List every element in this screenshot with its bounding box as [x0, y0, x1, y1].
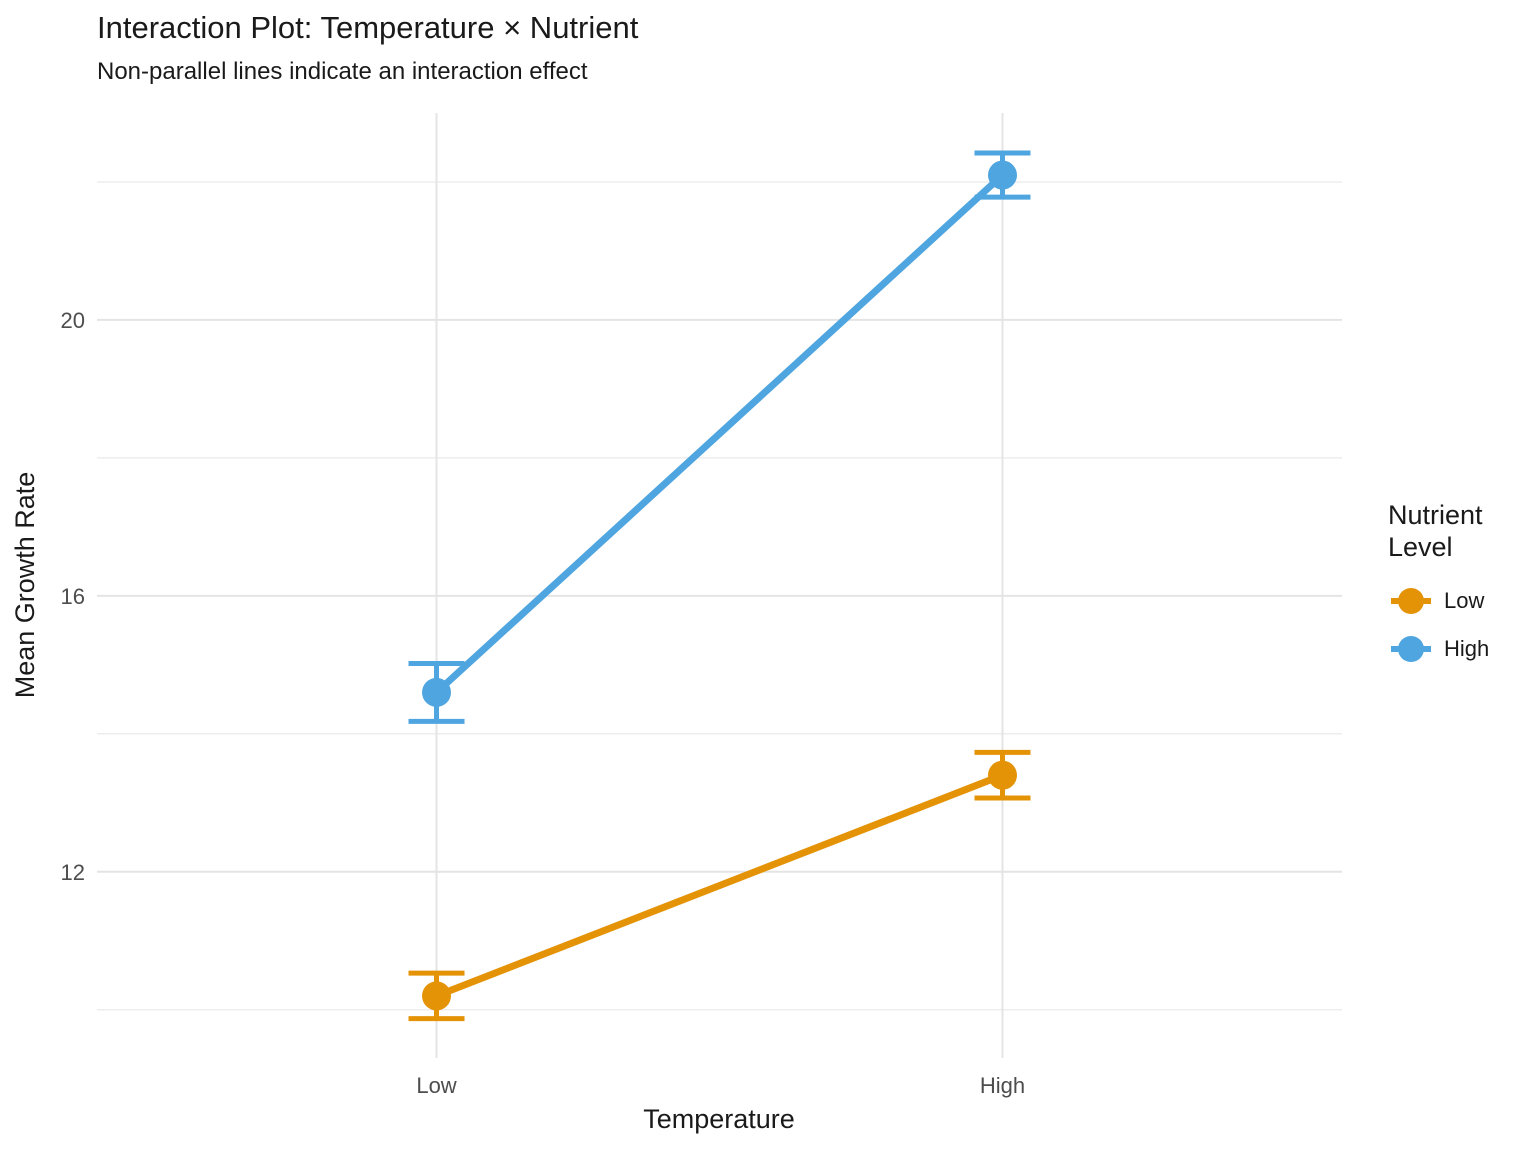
x-tick-label: High [980, 1073, 1025, 1098]
legend-item-label: Low [1444, 587, 1485, 613]
legend: Nutrient Level Low High [1388, 500, 1489, 670]
legend-key-low-icon [1391, 587, 1431, 614]
legend-item-label: High [1444, 635, 1490, 661]
point-low-high [987, 760, 1017, 790]
chart-title: Interaction Plot: Temperature × Nutrient [97, 10, 639, 45]
point-high-high [987, 160, 1017, 190]
gridlines [97, 113, 1342, 1058]
y-tick-label: 16 [61, 584, 85, 609]
series-marks [408, 150, 1031, 1022]
y-tick-label: 20 [61, 308, 85, 333]
point-low-low [422, 981, 452, 1011]
series-line-low [435, 771, 1004, 1000]
chart-subtitle: Non-parallel lines indicate an interacti… [97, 58, 588, 85]
legend-item-high: High [1388, 628, 1489, 670]
x-tick-label: Low [416, 1073, 456, 1098]
axis-tick-labels: 12 16 20 Low High [61, 308, 1026, 1098]
x-axis-title: Temperature [643, 1104, 795, 1134]
legend-item-low: Low [1388, 580, 1489, 622]
legend-key-high-icon [1391, 635, 1431, 662]
legend-title: Nutrient Level [1388, 500, 1483, 562]
series-high [408, 150, 1031, 724]
y-axis-title: Mean Growth Rate [10, 472, 40, 699]
legend-key-point [1398, 635, 1424, 662]
series-low [408, 749, 1031, 1022]
legend-key-point [1398, 587, 1424, 614]
series-line-high [434, 172, 1005, 695]
y-tick-label: 12 [61, 860, 85, 885]
point-high-low [422, 677, 452, 707]
